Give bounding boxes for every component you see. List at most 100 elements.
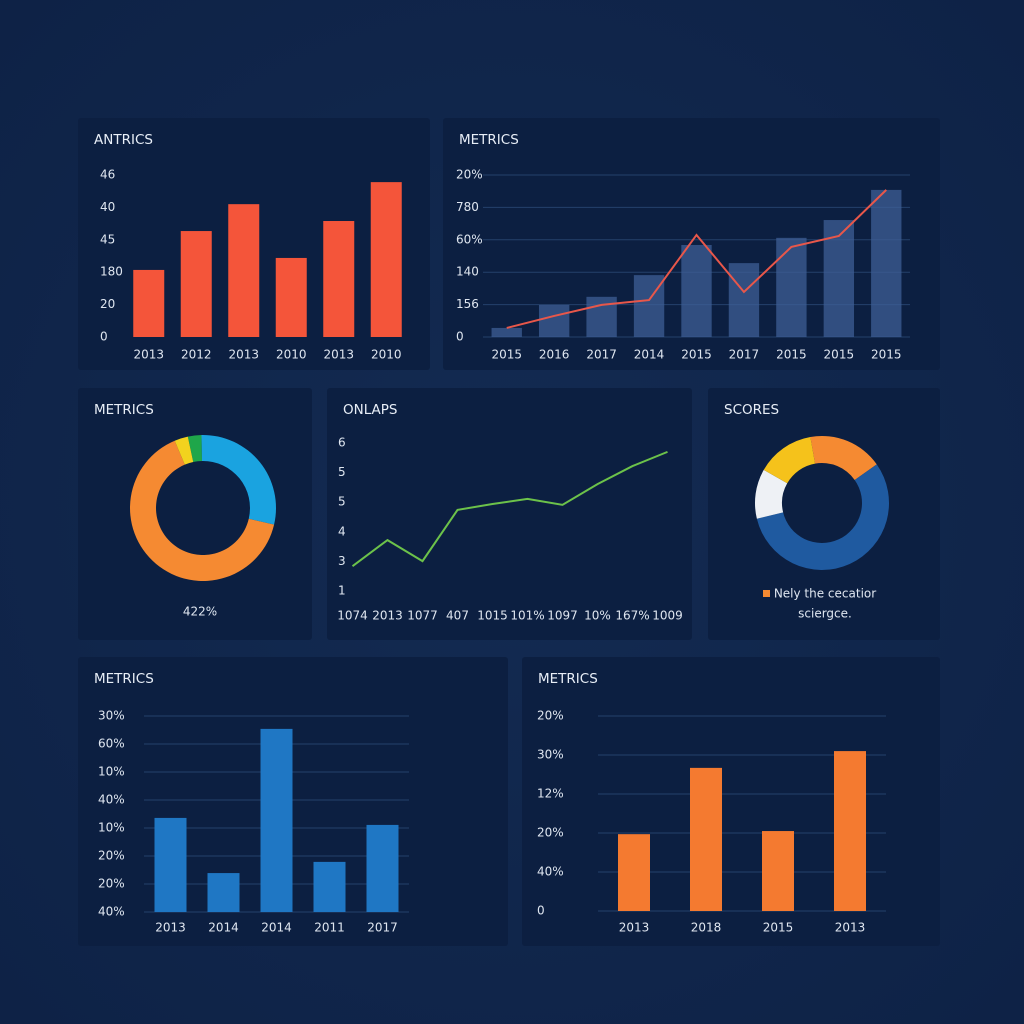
x-tick-label: 101%: [510, 609, 544, 623]
y-tick-label: 60%: [98, 737, 125, 751]
y-tick-label: 6: [338, 436, 346, 450]
x-tick-label: 2013: [619, 921, 650, 935]
panel: [78, 657, 508, 946]
y-tick-label: 60%: [456, 232, 483, 246]
y-tick-label: 10%: [98, 765, 125, 779]
bar: [133, 269, 165, 337]
bar: [207, 873, 240, 912]
panel-title: METRICS: [94, 402, 154, 418]
bar: [618, 834, 650, 911]
x-tick-label: 1015: [477, 609, 508, 623]
y-tick-label: 4: [338, 524, 346, 538]
donut-segment: [174, 436, 194, 465]
donut-segment: [130, 440, 275, 581]
area-column: [538, 304, 570, 337]
y-tick-label: 5: [338, 495, 346, 509]
panel: [78, 388, 312, 640]
x-tick-label: 2013: [155, 921, 186, 935]
x-tick-label: 2015: [871, 348, 902, 362]
x-tick-label: 2017: [586, 348, 617, 362]
donut-segment: [755, 469, 788, 519]
donut-segment: [763, 437, 816, 484]
x-tick-label: 167%: [615, 609, 649, 623]
donut-segment: [756, 464, 889, 571]
bar: [762, 831, 794, 911]
y-tick-label: 5: [338, 465, 346, 479]
x-tick-label: 2015: [776, 348, 807, 362]
bar: [690, 767, 722, 911]
x-tick-label: 2015: [491, 348, 522, 362]
x-tick-label: 2018: [691, 921, 722, 935]
bar: [370, 182, 402, 337]
y-tick-label: 12%: [537, 787, 564, 801]
x-tick-label: 1074: [337, 609, 368, 623]
area-column: [681, 244, 712, 337]
y-tick-label: 1: [338, 584, 346, 598]
y-tick-label: 40%: [537, 865, 564, 879]
x-tick-label: 1077: [407, 609, 438, 623]
y-tick-label: 40%: [98, 905, 125, 919]
x-tick-label: 2013: [835, 921, 866, 935]
y-tick-label: 20%: [537, 826, 564, 840]
bar: [275, 257, 307, 337]
x-tick-label: 10%: [584, 609, 611, 623]
line: [351, 450, 668, 567]
x-tick-label: 2015: [681, 348, 712, 362]
y-tick-label: 156: [456, 297, 479, 311]
panel-title: ONLAPS: [343, 402, 398, 418]
area-column: [776, 237, 807, 337]
y-tick-label: 0: [537, 904, 545, 918]
panel: [522, 657, 940, 946]
panel-title: METRICS: [94, 671, 154, 687]
y-tick-label: 140: [456, 265, 479, 279]
x-tick-label: 2012: [181, 348, 212, 362]
y-tick-label: 20: [100, 297, 115, 311]
x-tick-label: 2014: [261, 921, 292, 935]
y-tick-label: 180: [100, 265, 123, 279]
area-column: [491, 327, 522, 337]
y-tick-label: 40%: [98, 793, 125, 807]
x-tick-label: 2013: [228, 348, 259, 362]
legend-text: sciergce.: [798, 607, 852, 621]
panel-title: METRICS: [538, 671, 598, 687]
x-tick-label: 2013: [323, 348, 354, 362]
y-tick-label: 10%: [98, 821, 125, 835]
legend-text: Nely the cecatior: [774, 587, 876, 601]
y-tick-label: 20%: [98, 849, 125, 863]
donut-segment: [187, 435, 203, 463]
x-tick-label: 1009: [652, 609, 683, 623]
y-tick-label: 20%: [456, 168, 483, 182]
x-tick-label: 2017: [729, 348, 760, 362]
area-column: [823, 220, 855, 337]
x-tick-label: 2010: [276, 348, 307, 362]
area-column: [728, 263, 760, 337]
bar: [366, 824, 399, 912]
x-tick-label: 2013: [133, 348, 164, 362]
panel-title: ANTRICS: [94, 132, 153, 148]
bar: [154, 817, 187, 912]
bar: [260, 728, 293, 912]
panel-title: SCORES: [724, 402, 779, 418]
bar: [313, 861, 346, 912]
panel: [327, 388, 692, 640]
x-tick-label: 2013: [372, 609, 403, 623]
x-tick-label: 407: [446, 609, 469, 623]
bar: [180, 231, 212, 337]
panel-title: METRICS: [459, 132, 519, 148]
y-tick-label: 20%: [98, 877, 125, 891]
donut-segment: [810, 436, 877, 480]
y-tick-label: 20%: [537, 709, 564, 723]
legend-swatch: [763, 590, 770, 597]
line: [506, 189, 887, 329]
x-tick-label: 2015: [824, 348, 855, 362]
y-tick-label: 780: [456, 200, 479, 214]
y-tick-label: 46: [100, 168, 115, 182]
y-tick-label: 40: [100, 200, 115, 214]
donut-segment: [201, 435, 276, 525]
y-tick-label: 0: [100, 330, 108, 344]
x-tick-label: 2017: [367, 921, 398, 935]
y-tick-label: 30%: [98, 709, 125, 723]
bar: [228, 204, 260, 337]
